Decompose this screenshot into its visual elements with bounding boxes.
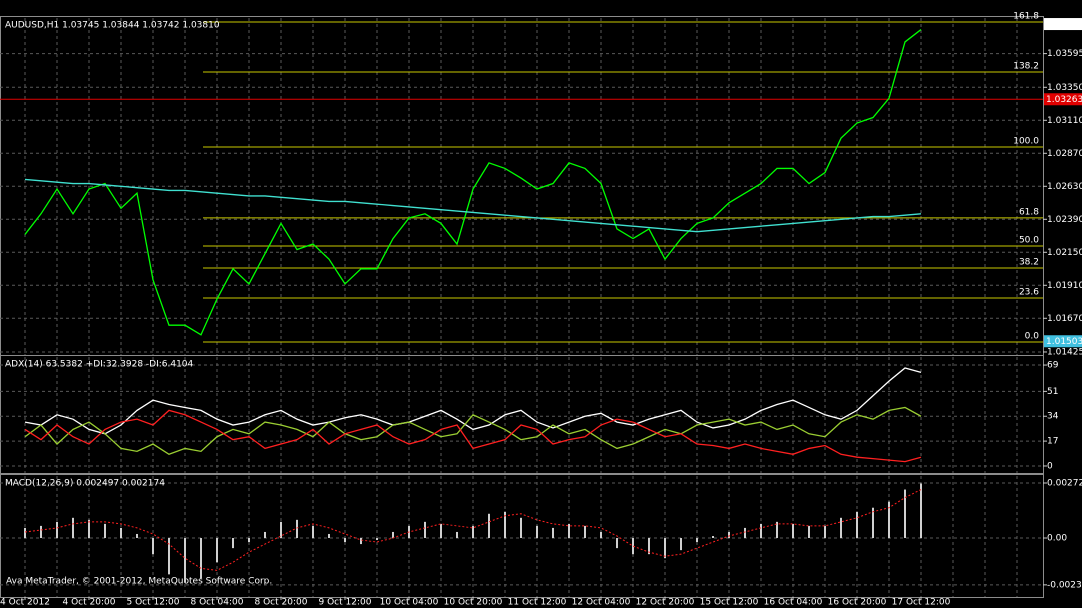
series-line: [24, 29, 922, 336]
y-tick-label: 1.01425: [1047, 347, 1082, 357]
series-line: [24, 406, 922, 455]
x-tick-label: 10 Oct 20:00: [444, 598, 503, 608]
price-label-box: [1044, 18, 1082, 31]
price-label: 1.03810: [1046, 20, 1082, 30]
price-label: 1.03263: [1046, 95, 1082, 105]
y-tick-label: 0: [1047, 461, 1053, 471]
y-tick-label: 0.00: [1047, 534, 1067, 544]
fib-level-label: 161.8: [1013, 11, 1039, 21]
price-label-box: [1044, 335, 1082, 348]
fib-level-label: 138.2: [1013, 62, 1039, 72]
y-tick-label: 1.02870: [1047, 149, 1082, 159]
panel-title: ADX(14) 63.5382 +DI:32.3928 -DI:6.4104: [5, 360, 194, 370]
x-tick-label: 15 Oct 12:00: [700, 598, 759, 608]
x-tick-label: 10 Oct 04:00: [380, 598, 439, 608]
y-tick-label: 1.03110: [1047, 116, 1082, 126]
x-tick-label: 4 Oct 2012: [0, 598, 50, 608]
y-tick-label: 34: [1047, 412, 1059, 422]
y-tick-label: 1.03350: [1047, 83, 1082, 93]
panel-frame: [0, 474, 1044, 598]
panel-frame: [0, 355, 1044, 474]
y-tick-label: 69: [1047, 361, 1059, 371]
y-tick-label: 1.02390: [1047, 215, 1082, 225]
x-tick-label: 12 Oct 04:00: [572, 598, 631, 608]
series-line: [24, 178, 922, 233]
price-label-box: [1044, 93, 1082, 106]
x-tick-label: 8 Oct 04:00: [191, 598, 244, 608]
x-tick-label: 5 Oct 12:00: [127, 598, 180, 608]
fib-level-label: 0.0: [1025, 331, 1040, 341]
y-tick-label: 1.02150: [1047, 248, 1082, 258]
series-line: [24, 367, 922, 435]
y-tick-label: 1.02630: [1047, 182, 1082, 192]
copyright: Ava MetaTrader, © 2001-2012, MetaQuotes …: [6, 577, 272, 587]
y-tick-label: 1.01910: [1047, 281, 1082, 291]
x-tick-label: 17 Oct 12:00: [892, 598, 951, 608]
x-tick-label: 12 Oct 20:00: [636, 598, 695, 608]
y-tick-label: 0.002724: [1047, 478, 1082, 488]
x-tick-label: 8 Oct 20:00: [255, 598, 308, 608]
y-tick-label: 17: [1047, 437, 1058, 447]
fib-level-label: 61.8: [1019, 207, 1039, 217]
fib-level-label: 50.0: [1019, 235, 1039, 245]
y-tick-label: 1.03595: [1047, 49, 1082, 59]
x-tick-label: 9 Oct 12:00: [319, 598, 372, 608]
fib-level-label: 38.2: [1019, 257, 1039, 267]
y-tick-label: 1.01670: [1047, 314, 1082, 324]
panel-title: AUDUSD,H1 1.03745 1.03844 1.03742 1.0381…: [5, 21, 220, 31]
y-tick-label: -0.002319: [1047, 580, 1082, 590]
x-tick-label: 11 Oct 12:00: [508, 598, 567, 608]
fib-level-label: 23.6: [1019, 287, 1039, 297]
x-tick-label: 16 Oct 20:00: [828, 598, 887, 608]
y-tick-label: 51: [1047, 387, 1058, 397]
series-line: [24, 409, 922, 463]
signal-line: [24, 489, 922, 571]
fib-level-label: 100.0: [1013, 136, 1039, 146]
panel-title: MACD(12,26,9) 0.002497 0.002174: [5, 479, 165, 489]
price-label: 1.01503: [1046, 337, 1082, 347]
x-tick-label: 16 Oct 04:00: [764, 598, 823, 608]
x-tick-label: 4 Oct 20:00: [63, 598, 116, 608]
